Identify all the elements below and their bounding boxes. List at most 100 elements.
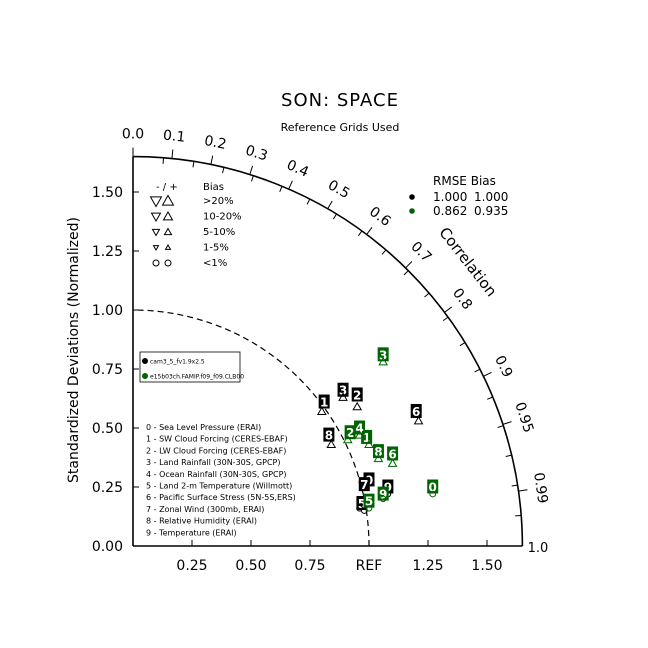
bias-plus-marker <box>163 227 173 236</box>
variable-legend-item: 7 - Zonal Wind (300mb, ERAI) <box>146 505 264 514</box>
bias-legend-label: 1-5% <box>203 243 229 254</box>
variable-legend-item: 1 - SW Cloud Forcing (CERES-EBAF) <box>146 435 288 444</box>
correlation-tick <box>327 200 333 210</box>
y-axis-label: Standardized Deviations (Normalized) <box>66 217 82 483</box>
arc-minor-tick <box>332 213 337 220</box>
y-tick-label: 0.75 <box>92 362 123 378</box>
point-label-box <box>356 496 368 511</box>
point-label-box <box>344 425 356 440</box>
bias-plus-marker <box>164 259 172 267</box>
y-tick-label: 1.00 <box>92 303 123 319</box>
bias-minus-marker <box>152 245 160 252</box>
point-label: 7 <box>360 478 368 492</box>
correlation-tick-label: 0.9 <box>491 353 515 380</box>
case-legend-box <box>139 351 241 383</box>
point-label-box <box>382 479 394 494</box>
arc-minor-tick <box>442 316 449 322</box>
correlation-tick <box>210 155 214 165</box>
bias-marker <box>378 356 389 366</box>
case-legend-label: cam3_5_fv1.9x2.5 <box>150 359 205 366</box>
point-label-box <box>361 429 373 444</box>
correlation-tick-label: 0.95 <box>511 400 536 435</box>
bias-marker <box>364 439 374 449</box>
case-legend-label: e15b03ch.FAMIP.f09_f09.CLB00 <box>150 374 244 381</box>
bias-marker <box>429 490 437 498</box>
rmse-legend-bias: 1.000 <box>474 190 508 204</box>
reference-arc <box>132 309 370 547</box>
point-label: 3 <box>339 384 347 398</box>
correlation-label: Correlation <box>435 224 500 300</box>
bias-marker <box>326 439 337 449</box>
rmse-legend-header: RMSE Bias <box>433 174 496 188</box>
point-label-box <box>351 387 363 402</box>
y-tick-label: 1.50 <box>92 185 123 201</box>
point-label: 8 <box>325 429 333 443</box>
x-tick-label: 0.25 <box>176 558 207 574</box>
bias-legend-label: 5-10% <box>203 227 235 238</box>
point-label: 6 <box>412 405 420 419</box>
bias-marker <box>342 434 353 444</box>
x-tick-label: 1.25 <box>412 558 443 574</box>
variable-legend-item: 6 - Pacific Surface Stress (5N-5S,ERS) <box>146 493 296 502</box>
arc-minor-tick <box>306 198 311 205</box>
point-label: 1 <box>320 396 328 410</box>
bias-marker <box>373 453 384 463</box>
arc-minor-tick <box>381 249 387 255</box>
bias-minus-marker <box>149 196 163 208</box>
correlation-tick <box>366 226 373 235</box>
arc-minor-tick <box>222 167 225 174</box>
y-tick-label: 1.25 <box>92 244 123 260</box>
correlation-tick <box>518 489 528 492</box>
bias-legend-label: <1% <box>203 258 227 269</box>
arc-minor-tick <box>497 425 504 428</box>
point-label-box <box>323 427 335 442</box>
arc-minor-tick <box>511 484 518 487</box>
chart-title: SON: SPACE <box>281 90 399 111</box>
point-label: 6 <box>388 447 396 461</box>
correlation-tick-label: 0.8 <box>449 285 475 312</box>
variable-legend-item: 3 - Land Rainfall (30N-30S, GPCP) <box>146 458 280 467</box>
bias-minus-marker <box>152 259 160 267</box>
variable-legend-item: 5 - Land 2-m Temperature (Willmott) <box>146 482 292 491</box>
case-legend-dot <box>142 358 148 364</box>
axes: 0.25 0.50 0.75 1.25 1.500.000.250.500.751.00… <box>92 127 551 574</box>
case-legend-dot <box>142 373 148 379</box>
data-points: 012356789012345689 <box>316 347 439 514</box>
x-tick-label: 0.75 <box>294 558 325 574</box>
variable-legend-item: 0 - Sea Level Pressure (ERAI) <box>146 423 261 432</box>
point-label-box <box>410 403 422 418</box>
correlation-tick <box>444 306 453 313</box>
bias-legend-label: >20% <box>203 196 234 207</box>
bias-legend-sign: - / + <box>156 182 178 193</box>
legends: - / + Bias >20% 10-20% 5-10% 1-5% <1% RMSE Bias… <box>139 174 508 537</box>
correlation-tick-label: 0.5 <box>325 177 352 202</box>
x-tick-label: 0.50 <box>235 558 266 574</box>
bias-plus-marker <box>161 194 175 206</box>
point-label-box <box>337 382 349 397</box>
rmse-legend-rmse: 1.000 <box>433 190 467 204</box>
point-label: 2 <box>346 426 354 440</box>
bias-marker <box>316 406 327 415</box>
bias-marker <box>352 401 363 411</box>
variable-legend-item: 4 - Ocean Rainfall (30N-30S, GPCP) <box>146 470 287 479</box>
point-label: 3 <box>379 348 387 362</box>
bias-plus-marker <box>162 210 174 221</box>
arc-minor-tick <box>279 186 283 192</box>
correlation-tick <box>405 261 413 269</box>
bias-plus-marker <box>164 243 172 250</box>
bias-legend-header: Bias <box>203 182 224 193</box>
rmse-legend-dot <box>409 194 415 200</box>
point-label-box <box>363 493 375 508</box>
correlation-tick-label: 0.6 <box>366 204 393 230</box>
y-tick-label: 0.50 <box>92 421 123 437</box>
bias-marker <box>387 458 398 467</box>
y-tick-label: 0.25 <box>92 480 123 496</box>
variable-legend-item: 2 - LW Cloud Forcing (CERES-EBAF) <box>146 446 286 455</box>
bias-marker <box>356 504 363 512</box>
point-label-box <box>377 486 389 501</box>
point-label-box <box>318 394 330 409</box>
arc-minor-tick <box>474 368 481 373</box>
bias-marker <box>379 495 387 503</box>
point-label: 4 <box>355 422 363 436</box>
